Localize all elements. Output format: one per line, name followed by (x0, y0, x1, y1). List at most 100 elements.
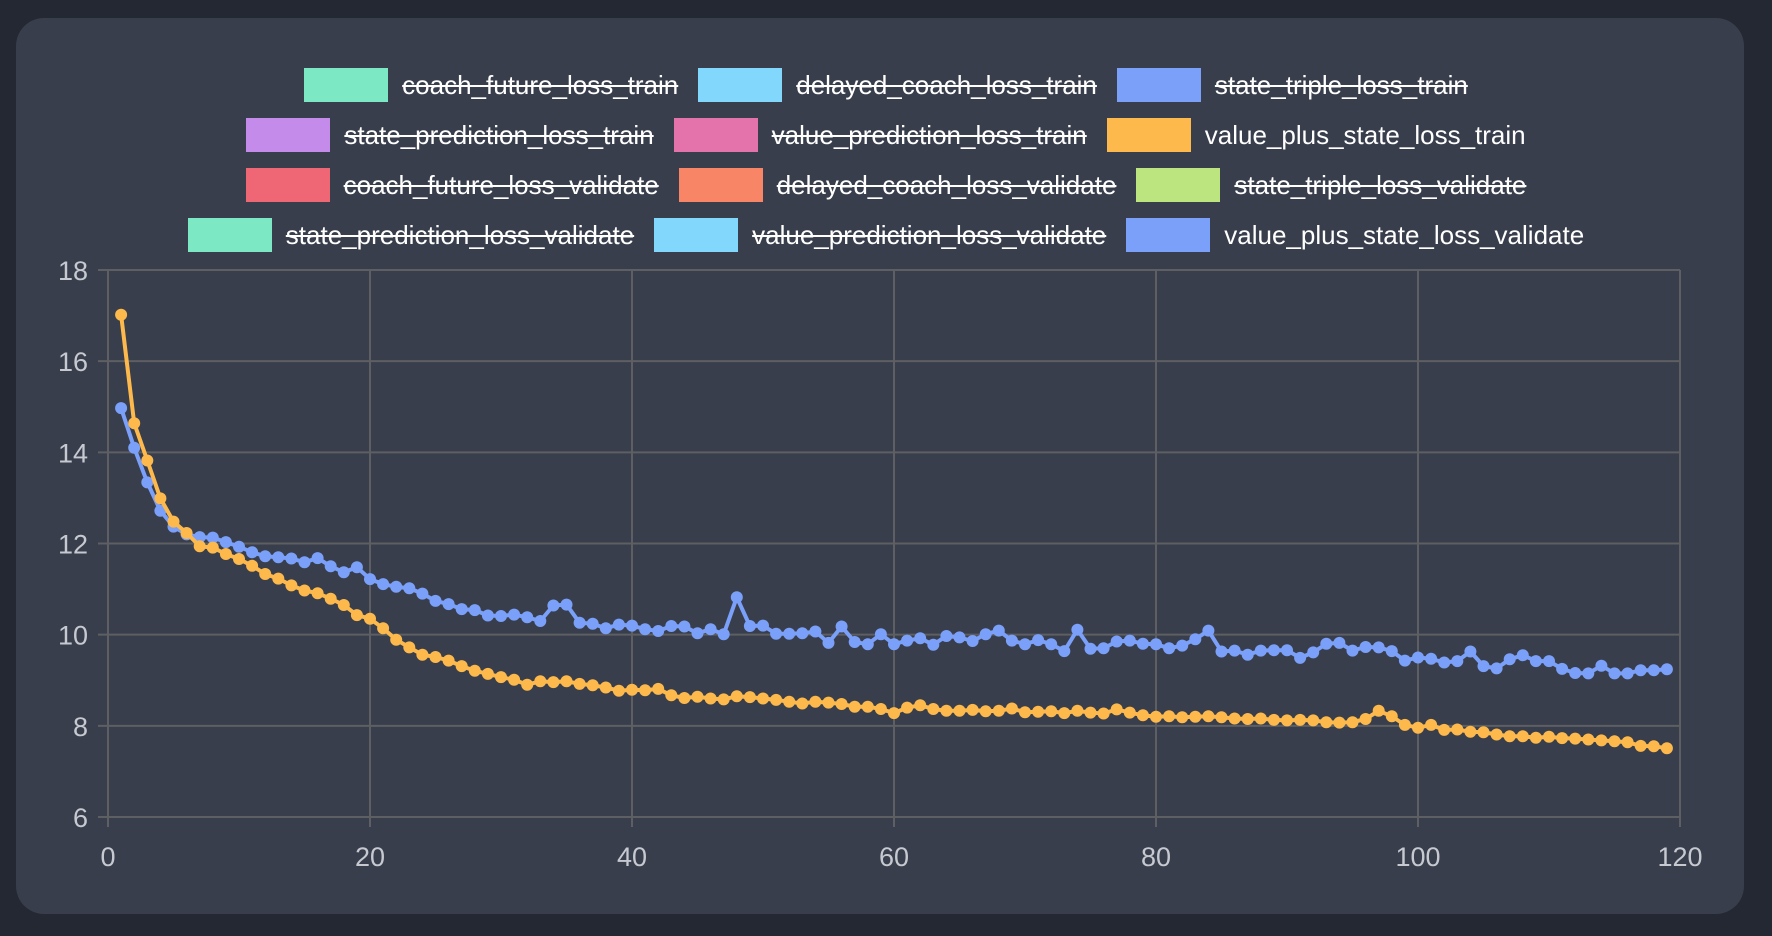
data-point (403, 582, 416, 595)
data-point (1582, 667, 1595, 680)
data-point (298, 556, 311, 569)
legend-label: state_triple_loss_validate (1234, 169, 1527, 200)
legend-item-value-prediction-loss-validate[interactable]: value_prediction_loss_validate (654, 218, 1106, 252)
data-point (1097, 642, 1110, 655)
data-point (219, 548, 232, 560)
data-point (626, 683, 638, 696)
data-point (796, 697, 809, 710)
data-point (1307, 646, 1320, 659)
data-point (350, 609, 363, 622)
data-point (770, 627, 783, 640)
data-point (1176, 639, 1189, 652)
data-point (259, 568, 272, 580)
data-point (1045, 638, 1058, 651)
data-point (246, 559, 259, 572)
data-point (141, 454, 154, 467)
data-point (940, 704, 953, 717)
data-point (1281, 644, 1293, 657)
data-point (1556, 732, 1569, 745)
legend-swatch (673, 118, 758, 152)
data-point (1176, 711, 1189, 724)
legend-item-value-plus-state-loss-train[interactable]: value_plus_state_loss_train (1106, 118, 1526, 152)
y-tick-label: 8 (73, 712, 88, 742)
data-point (835, 698, 848, 710)
data-point (311, 552, 324, 565)
data-point (599, 681, 612, 694)
legend-item-delayed-coach-loss-validate[interactable]: delayed_coach_loss_validate (678, 168, 1117, 202)
data-point (495, 671, 507, 684)
data-point (1490, 728, 1503, 741)
data-point (1503, 653, 1516, 666)
data-point (1320, 716, 1333, 729)
data-point (442, 598, 455, 611)
legend-item-value-prediction-loss-train[interactable]: value_prediction_loss_train (673, 118, 1087, 152)
data-point (180, 527, 193, 539)
data-point (1516, 730, 1529, 743)
legend-item-state-prediction-loss-train[interactable]: state_prediction_loss_train (246, 118, 654, 152)
data-point (1647, 740, 1660, 753)
data-point (1333, 636, 1346, 649)
data-point (927, 703, 940, 715)
data-point (1582, 733, 1595, 746)
legend-label: delayed_coach_loss_train (796, 69, 1097, 100)
legend-swatch (698, 68, 783, 102)
legend-label: state_prediction_loss_validate (285, 219, 635, 250)
data-point (1529, 655, 1542, 668)
data-point (115, 402, 128, 415)
legend-label: delayed_coach_loss_validate (776, 169, 1117, 200)
data-point (1425, 718, 1438, 731)
data-point (508, 608, 521, 621)
data-point (324, 560, 337, 573)
data-point (678, 692, 691, 704)
data-point (1634, 664, 1647, 677)
data-point (1543, 730, 1555, 743)
data-point (652, 682, 665, 695)
data-point (115, 308, 128, 321)
data-point (1529, 731, 1542, 744)
data-point (678, 620, 691, 633)
data-point (730, 591, 743, 604)
data-point (1477, 660, 1490, 673)
data-point (1228, 644, 1241, 657)
legend-item-value-plus-state-loss-validate[interactable]: value_plus_state_loss_validate (1126, 218, 1584, 252)
data-point (1621, 736, 1634, 749)
legend-item-state-triple-loss-train[interactable]: state_triple_loss_train (1116, 68, 1468, 102)
data-point (1005, 634, 1018, 647)
data-point (128, 441, 141, 454)
data-point (429, 594, 442, 607)
data-point (612, 684, 625, 697)
data-point (1660, 742, 1673, 755)
legend-item-coach-future-loss-validate[interactable]: coach_future_loss_validate (245, 168, 659, 202)
data-point (1110, 635, 1123, 648)
data-point (1660, 663, 1673, 676)
legend-row: state_prediction_loss_train value_predict… (16, 110, 1756, 160)
data-point (1150, 638, 1162, 651)
data-point (612, 618, 625, 631)
legend-item-coach-future-loss-train[interactable]: coach_future_loss_train (304, 68, 678, 102)
legend-item-state-triple-loss-validate[interactable]: state_triple_loss_validate (1136, 168, 1526, 202)
data-point (416, 587, 429, 600)
data-point (1215, 711, 1228, 724)
legend-swatch (304, 68, 389, 102)
x-tick-label: 120 (1657, 842, 1702, 872)
data-point (337, 599, 350, 611)
data-point (1516, 649, 1529, 662)
chart-legend: coach_future_loss_train delayed_coach_los… (16, 60, 1756, 260)
legend-item-delayed-coach-loss-train[interactable]: delayed_coach_loss_train (698, 68, 1097, 102)
data-point (468, 604, 481, 617)
data-point (1202, 710, 1215, 723)
data-point (1333, 716, 1346, 729)
data-point (1150, 710, 1162, 723)
data-point (704, 692, 717, 705)
data-point (1425, 652, 1438, 665)
legend-item-state-prediction-loss-validate[interactable]: state_prediction_loss_validate (187, 218, 635, 252)
data-point (861, 638, 874, 651)
data-point (992, 624, 1005, 637)
data-point (1215, 645, 1228, 658)
data-point (1097, 707, 1110, 720)
data-point (835, 620, 848, 633)
data-point (573, 616, 586, 629)
data-point (953, 631, 966, 644)
data-point (285, 579, 298, 592)
data-point (1451, 723, 1464, 736)
